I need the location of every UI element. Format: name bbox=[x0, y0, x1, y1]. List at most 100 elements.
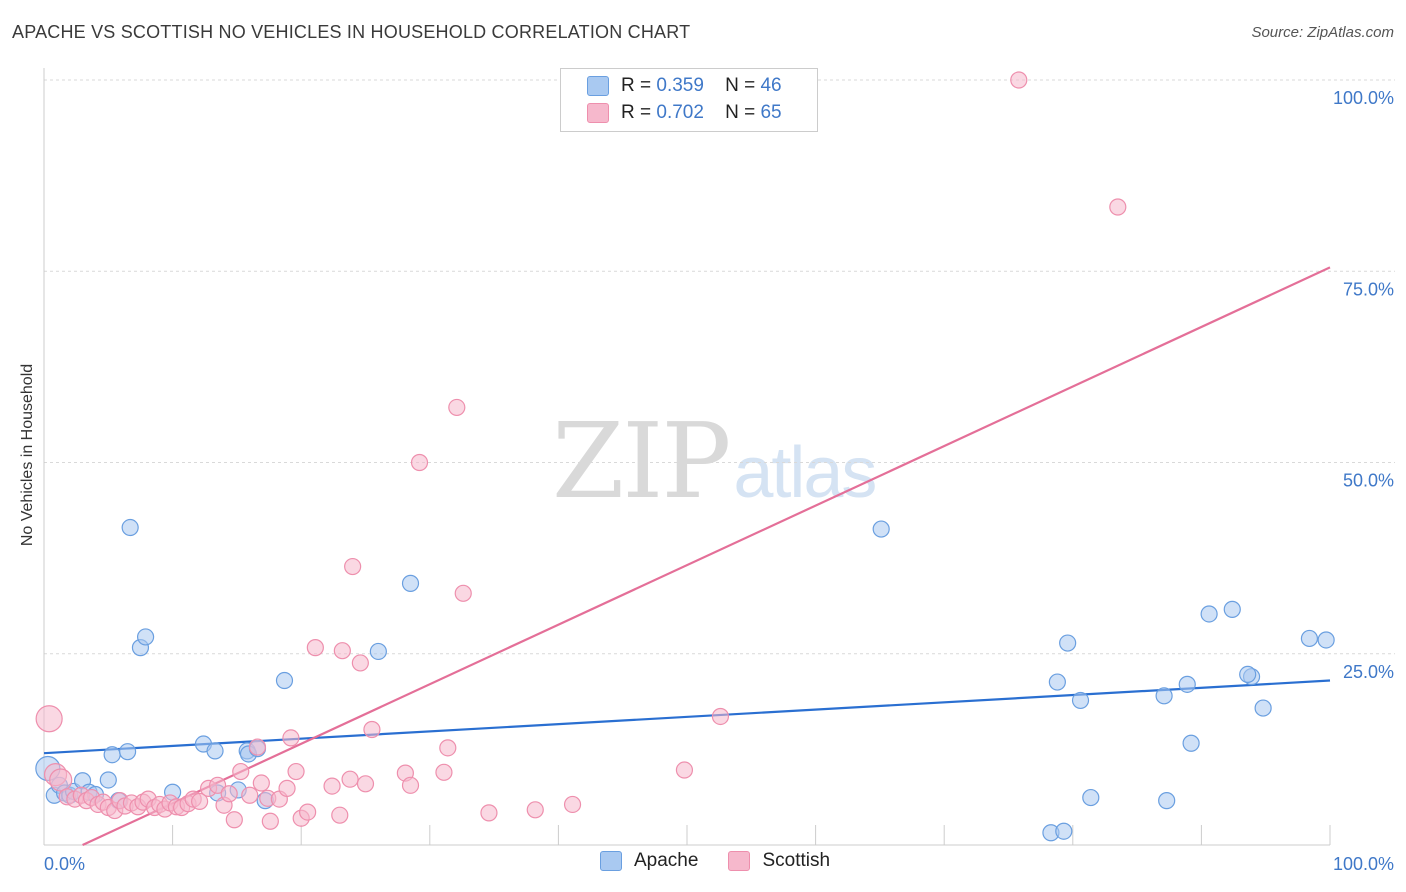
point-scottish bbox=[1109, 198, 1127, 216]
bottom-legend-swatch-scottish bbox=[728, 851, 751, 871]
x-tick-label-max: 100.0% bbox=[1333, 854, 1394, 874]
point-scottish bbox=[448, 398, 466, 417]
point-scottish bbox=[1010, 71, 1028, 89]
legend-n-label: N = bbox=[725, 75, 756, 96]
point-scottish bbox=[435, 763, 453, 781]
point-apache bbox=[99, 771, 117, 789]
bottom-legend-label-scottish: Scottish bbox=[762, 850, 831, 871]
point-apache bbox=[275, 671, 294, 690]
point-scottish bbox=[49, 768, 73, 792]
point-scottish bbox=[35, 705, 63, 733]
point-apache bbox=[1178, 675, 1196, 693]
point-scottish bbox=[278, 779, 296, 797]
point-scottish bbox=[454, 584, 472, 602]
data-points bbox=[35, 71, 1335, 842]
watermark: ZIPatlas bbox=[552, 400, 877, 522]
bottom-legend-label-apache: Apache bbox=[634, 850, 699, 871]
point-scottish bbox=[191, 792, 209, 810]
point-apache bbox=[1048, 673, 1066, 691]
y-tick-label: 75.0% bbox=[1343, 279, 1394, 299]
legend-n-value: 65 bbox=[760, 102, 782, 123]
point-apache bbox=[118, 743, 137, 761]
chart-title: APACHE VS SCOTTISH NO VEHICLES IN HOUSEH… bbox=[12, 22, 691, 42]
trend-line-apache bbox=[43, 679, 1331, 755]
point-apache bbox=[1317, 631, 1335, 649]
point-apache bbox=[1059, 634, 1077, 652]
bottom-legend: Apache Scottish bbox=[600, 850, 860, 872]
point-scottish bbox=[526, 801, 544, 819]
point-scottish bbox=[363, 720, 381, 739]
point-apache bbox=[103, 746, 121, 764]
point-scottish bbox=[563, 795, 582, 814]
point-scottish bbox=[711, 707, 730, 726]
tick-labels: 0.0% 100.0% 25.0% 50.0% 75.0% 100.0% bbox=[44, 88, 1394, 874]
legend-row-apache: R = 0.359 N = 46 bbox=[587, 73, 782, 99]
point-apache bbox=[369, 642, 387, 661]
point-scottish bbox=[341, 770, 359, 788]
legend-r-label: R = bbox=[621, 102, 652, 123]
point-scottish bbox=[331, 806, 349, 824]
point-scottish bbox=[410, 453, 429, 472]
point-scottish bbox=[675, 761, 694, 779]
point-scottish bbox=[351, 654, 369, 672]
bottom-legend-apache: Apache bbox=[600, 850, 698, 872]
point-scottish bbox=[439, 739, 457, 757]
point-scottish bbox=[323, 777, 341, 795]
trend-line-scottish bbox=[82, 266, 1331, 846]
y-tick-label: 100.0% bbox=[1333, 88, 1394, 108]
grid-lines bbox=[44, 79, 1395, 655]
legend-n-label: N = bbox=[725, 102, 756, 123]
point-apache bbox=[1155, 687, 1173, 705]
legend-r-value: 0.359 bbox=[656, 75, 704, 96]
point-apache bbox=[1055, 822, 1073, 840]
legend-n-value: 46 bbox=[760, 75, 782, 96]
source-label: Source: ZipAtlas.com bbox=[1251, 24, 1394, 41]
point-apache bbox=[1300, 629, 1319, 648]
x-tick-label-min: 0.0% bbox=[44, 854, 85, 874]
point-scottish bbox=[333, 642, 351, 660]
point-scottish bbox=[480, 804, 498, 822]
point-apache bbox=[1182, 734, 1200, 752]
point-scottish bbox=[252, 774, 270, 792]
point-apache bbox=[1239, 665, 1257, 684]
point-scottish bbox=[232, 762, 250, 781]
point-scottish bbox=[306, 639, 324, 657]
point-scottish bbox=[356, 775, 375, 793]
legend-swatch-scottish bbox=[587, 103, 609, 123]
axes bbox=[43, 68, 1331, 846]
point-scottish bbox=[248, 738, 267, 756]
trend-lines bbox=[43, 266, 1331, 846]
watermark-zip: ZIP bbox=[552, 400, 731, 522]
point-apache bbox=[206, 742, 224, 760]
legend-r-label: R = bbox=[621, 75, 652, 96]
point-scottish bbox=[261, 812, 279, 830]
point-scottish bbox=[225, 811, 243, 829]
bottom-legend-scottish: Scottish bbox=[728, 850, 830, 872]
point-scottish bbox=[299, 803, 317, 821]
point-apache bbox=[121, 518, 139, 537]
legend-row-scottish: R = 0.702 N = 65 bbox=[587, 100, 782, 126]
point-apache bbox=[1158, 792, 1176, 810]
point-apache bbox=[872, 520, 890, 538]
point-apache bbox=[401, 574, 420, 592]
point-scottish bbox=[287, 762, 305, 781]
y-tick-label: 50.0% bbox=[1343, 471, 1394, 491]
point-scottish bbox=[401, 776, 420, 794]
point-scottish bbox=[344, 557, 362, 576]
legend-swatch-apache bbox=[587, 76, 609, 96]
point-apache bbox=[1082, 788, 1100, 807]
point-apache bbox=[1223, 600, 1241, 618]
point-apache bbox=[136, 628, 155, 646]
y-tick-label: 25.0% bbox=[1343, 662, 1394, 682]
point-scottish bbox=[220, 785, 238, 803]
legend: R = 0.359 N = 46 R = 0.702 N = 65 bbox=[560, 68, 818, 132]
legend-r-value: 0.702 bbox=[656, 102, 704, 123]
point-apache bbox=[1071, 691, 1090, 710]
bottom-legend-swatch-apache bbox=[600, 851, 622, 871]
watermark-atlas: atlas bbox=[733, 433, 877, 513]
point-apache bbox=[1254, 699, 1272, 717]
point-apache bbox=[1200, 605, 1218, 623]
y-axis-label: No Vehicles in Household bbox=[19, 363, 36, 547]
point-scottish bbox=[282, 729, 300, 747]
